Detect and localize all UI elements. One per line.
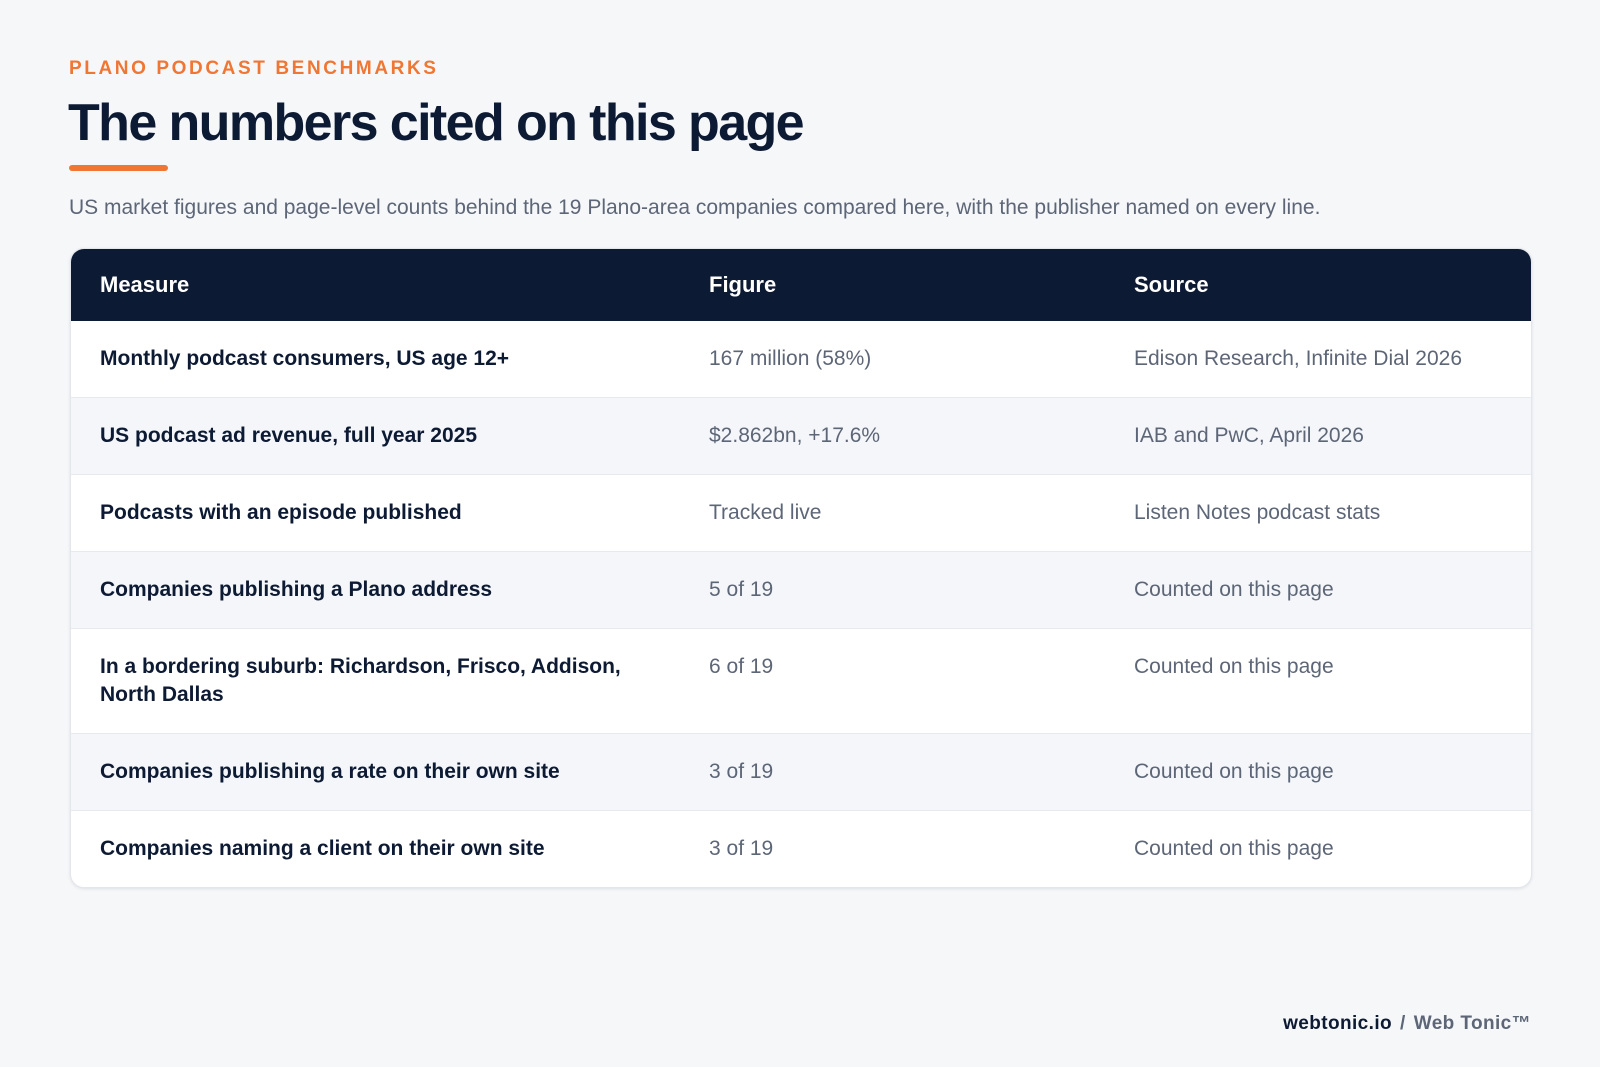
footer-credit: webtonic.io / Web Tonic™	[1283, 1013, 1531, 1035]
table-row: Companies publishing a Plano address 5 o…	[71, 551, 1531, 629]
benchmarks-table: Measure Figure Source Monthly podcast co…	[71, 249, 1531, 887]
figure-cell: Tracked live	[680, 474, 1105, 552]
footer-domain: webtonic.io	[1283, 1013, 1393, 1034]
figure-cell: $2.862bn, +17.6%	[680, 397, 1105, 475]
measure-cell: Podcasts with an episode published	[71, 474, 680, 552]
title-accent-bar	[69, 165, 168, 171]
figure-cell: 3 of 19	[680, 733, 1105, 811]
source-cell: Counted on this page	[1105, 628, 1531, 734]
table-row: In a bordering suburb: Richardson, Frisc…	[71, 628, 1531, 734]
source-cell: Counted on this page	[1105, 551, 1531, 629]
eyebrow-label: PLANO PODCAST BENCHMARKS	[69, 58, 439, 79]
table-header-row: Measure Figure Source	[71, 249, 1531, 321]
figure-cell: 6 of 19	[680, 628, 1105, 734]
column-header-source: Source	[1105, 249, 1531, 321]
column-header-measure: Measure	[71, 249, 680, 321]
measure-cell: Companies naming a client on their own s…	[71, 810, 680, 887]
source-cell: Listen Notes podcast stats	[1105, 474, 1531, 552]
table-row: Podcasts with an episode published Track…	[71, 474, 1531, 552]
column-header-figure: Figure	[680, 249, 1105, 321]
table-row: Monthly podcast consumers, US age 12+ 16…	[71, 321, 1531, 398]
benchmarks-table-card: Measure Figure Source Monthly podcast co…	[70, 248, 1532, 888]
measure-cell: Companies publishing a Plano address	[71, 551, 680, 629]
table-row: Companies publishing a rate on their own…	[71, 733, 1531, 811]
measure-cell: In a bordering suburb: Richardson, Frisc…	[71, 628, 680, 734]
page-subtitle: US market figures and page-level counts …	[69, 196, 1321, 219]
footer-brand: Web Tonic™	[1413, 1013, 1531, 1034]
table-row: US podcast ad revenue, full year 2025 $2…	[71, 397, 1531, 475]
footer-separator: /	[1400, 1013, 1406, 1034]
table-row: Companies naming a client on their own s…	[71, 810, 1531, 887]
figure-cell: 5 of 19	[680, 551, 1105, 629]
source-cell: IAB and PwC, April 2026	[1105, 397, 1531, 475]
figure-cell: 167 million (58%)	[709, 347, 872, 370]
figure-cell: 3 of 19	[680, 810, 1105, 887]
source-cell: Counted on this page	[1105, 733, 1531, 811]
measure-cell: Companies publishing a rate on their own…	[71, 733, 680, 811]
page-title: The numbers cited on this page	[68, 94, 805, 152]
source-cell: Counted on this page	[1105, 810, 1531, 887]
source-cell: Edison Research, Infinite Dial 2026	[1134, 347, 1463, 370]
measure-cell: Monthly podcast consumers, US age 12+	[100, 347, 510, 370]
measure-cell: US podcast ad revenue, full year 2025	[71, 397, 680, 475]
